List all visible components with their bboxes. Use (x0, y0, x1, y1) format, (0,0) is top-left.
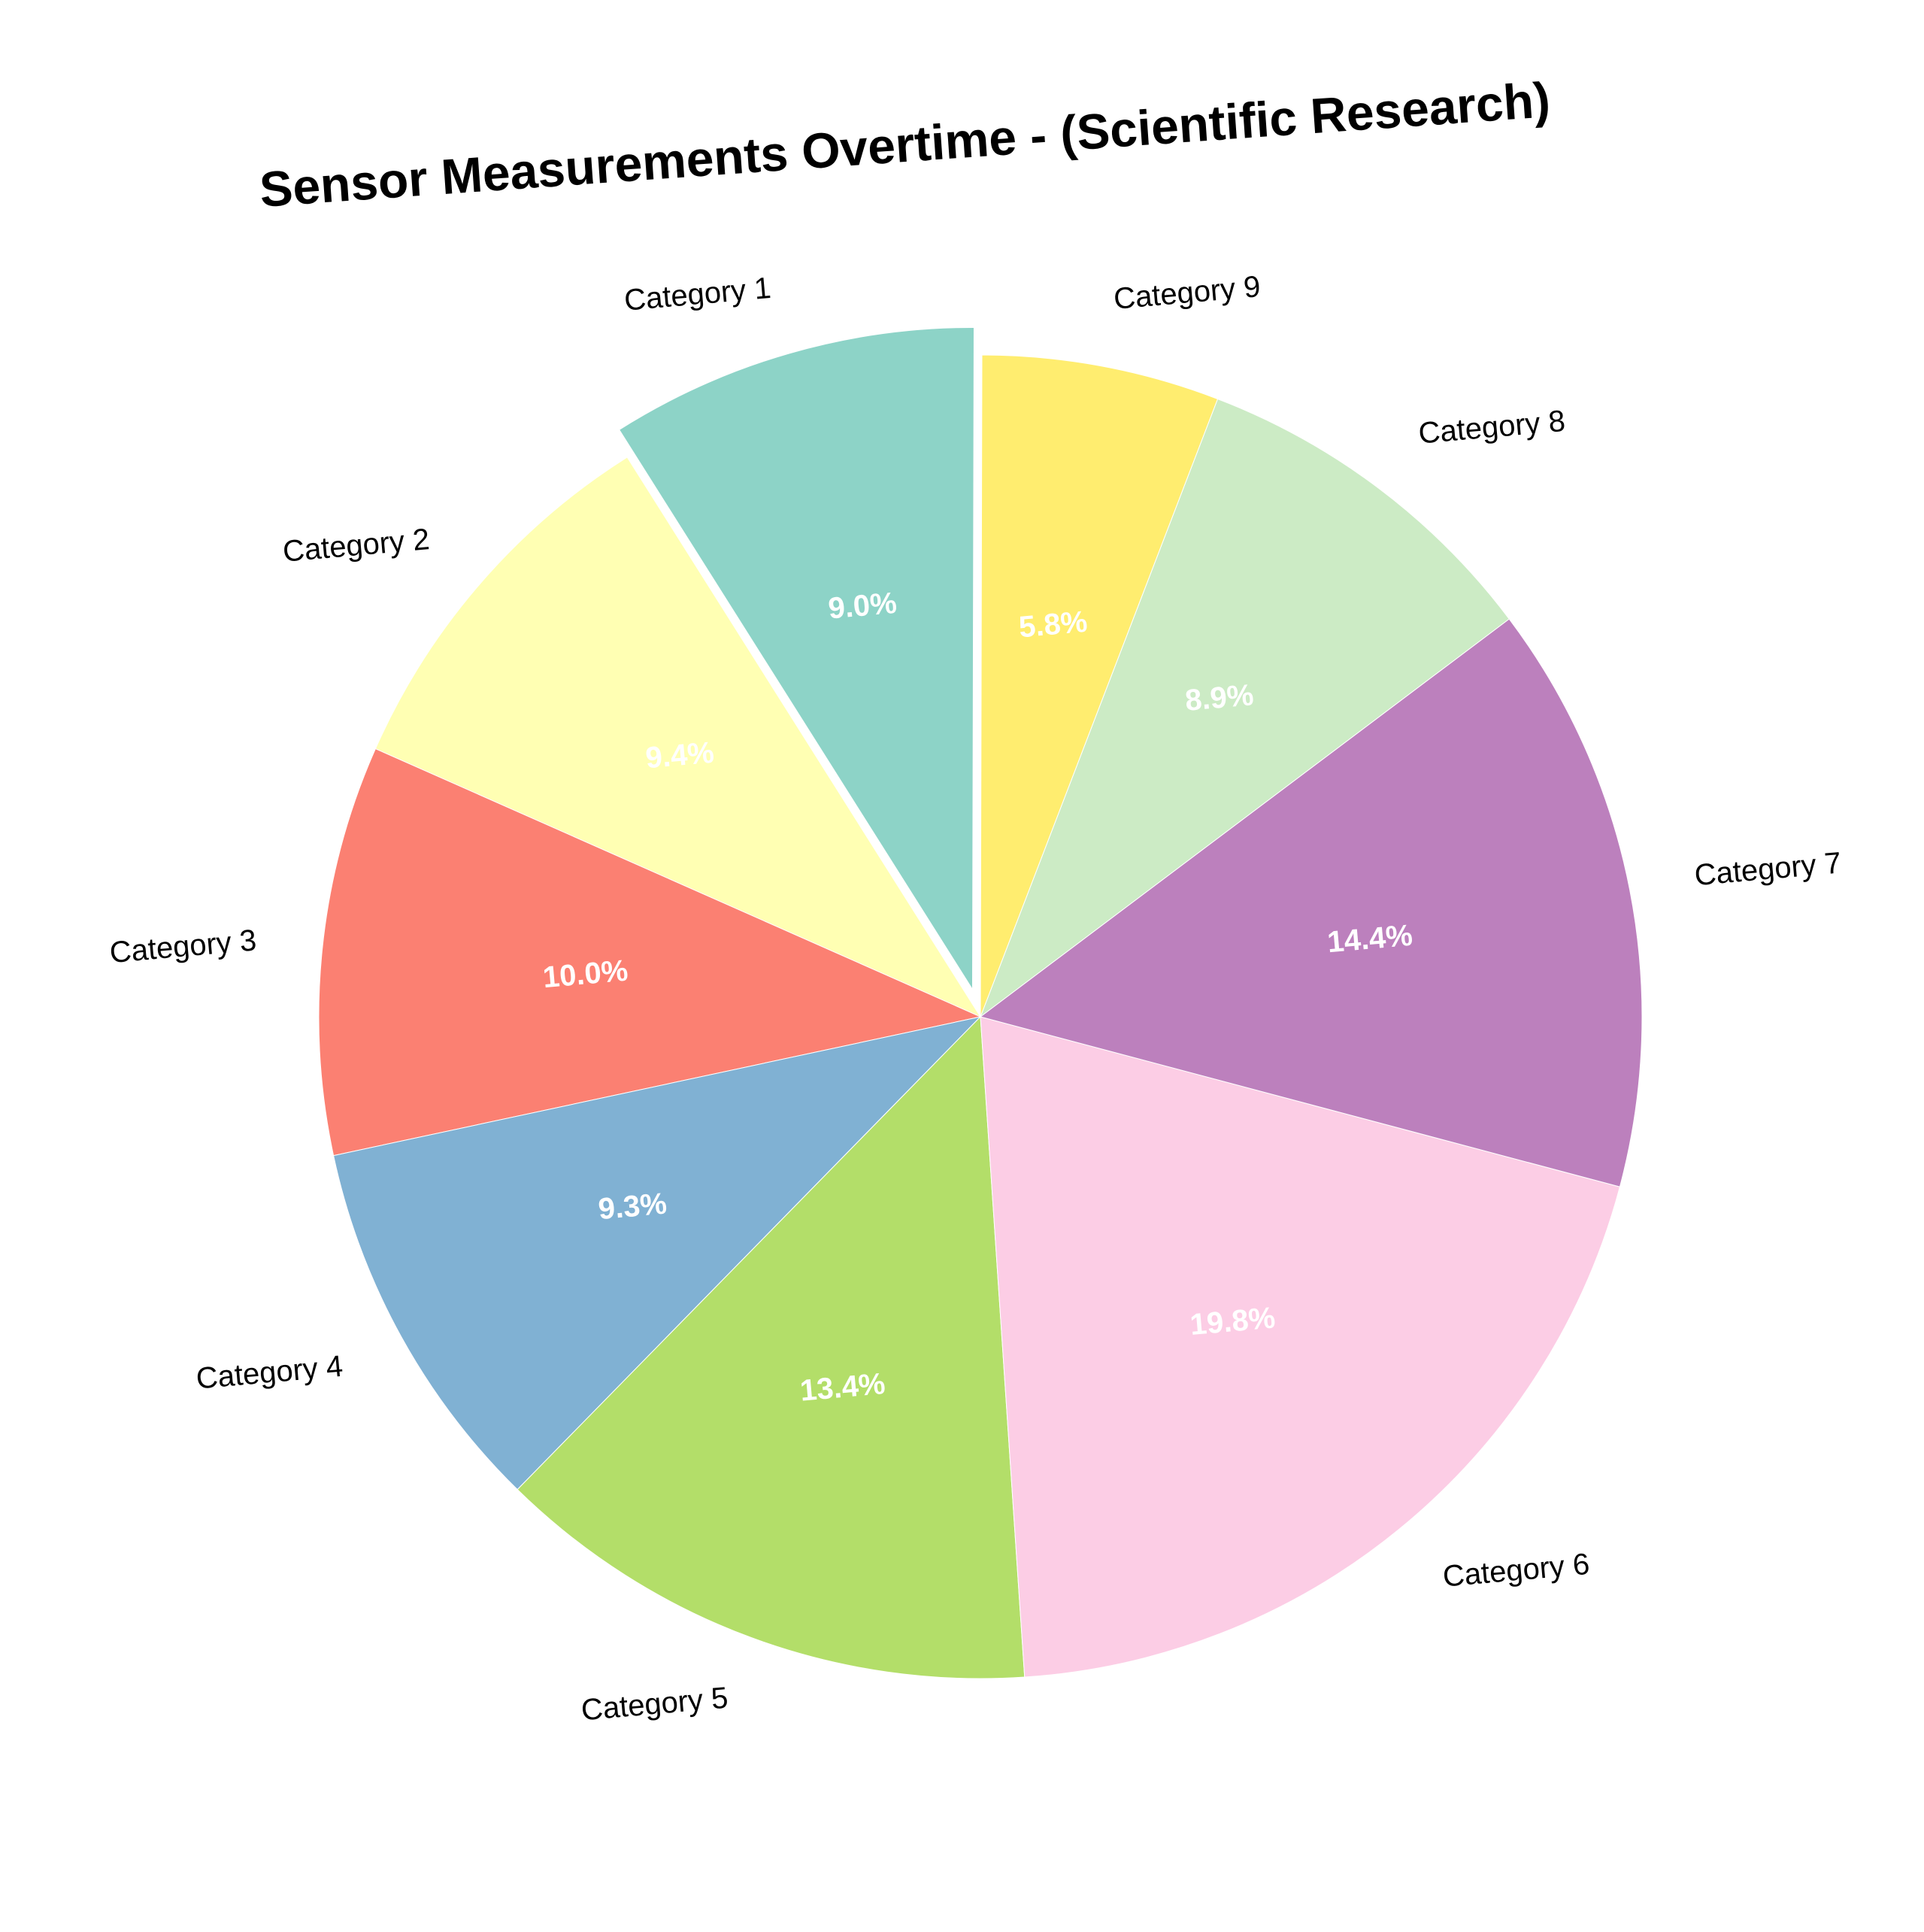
pie-slice-8 (979, 398, 1510, 1018)
slice-label-4: Category 4 (195, 1350, 344, 1396)
slice-label-6: Category 6 (1441, 1548, 1591, 1594)
slice-percent-7: 14.4% (1326, 919, 1414, 960)
slice-label-5: Category 5 (580, 1682, 729, 1727)
slice-label-9: Category 9 (1112, 270, 1262, 316)
pie-slice-2 (374, 456, 982, 1018)
slice-percent-2: 9.4% (644, 736, 716, 775)
pie-slice-9 (980, 354, 1219, 1018)
slice-label-2: Category 2 (281, 523, 431, 569)
pie-slice-5 (517, 1015, 1026, 1679)
pie-slice-4 (332, 1016, 982, 1491)
slice-label-3: Category 3 (108, 924, 258, 969)
slice-percent-3: 10.0% (541, 954, 629, 995)
slice-percent-6: 19.8% (1189, 1301, 1277, 1342)
slice-percent-4: 9.3% (597, 1187, 668, 1226)
pie-slice-1 (618, 326, 974, 991)
slice-percent-8: 8.9% (1183, 678, 1255, 717)
slice-percent-5: 13.4% (798, 1367, 886, 1408)
slice-label-7: Category 7 (1693, 846, 1843, 892)
pie-slice-3 (318, 748, 982, 1157)
slice-percent-9: 5.8% (1017, 605, 1089, 645)
slice-label-8: Category 8 (1417, 405, 1567, 450)
pie-slice-7 (979, 618, 1643, 1187)
slices-group (318, 326, 1643, 1679)
slice-label-1: Category 1 (623, 271, 772, 317)
pie-slice-6 (980, 1016, 1621, 1678)
chart-title: Sensor Measurements Overtime - (Scientif… (258, 71, 1552, 217)
slice-percent-1: 9.0% (827, 587, 898, 626)
